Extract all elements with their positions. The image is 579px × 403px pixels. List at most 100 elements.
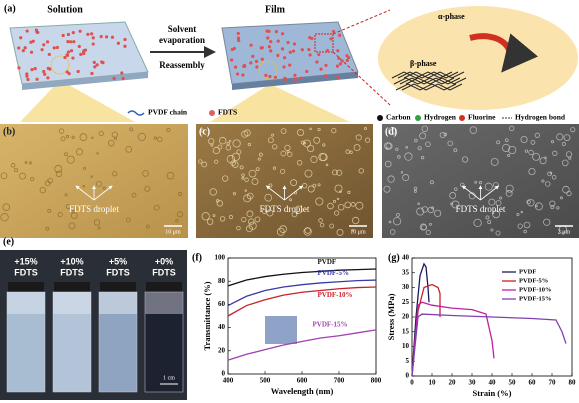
fdts-dot <box>236 31 240 36</box>
droplet <box>490 157 499 166</box>
droplet <box>315 197 324 206</box>
x-tick-label: 80 <box>569 379 577 387</box>
droplet <box>509 125 515 131</box>
vial-cap <box>100 282 136 292</box>
fdts-dot <box>66 40 70 44</box>
droplet <box>178 192 183 196</box>
droplet <box>112 171 118 177</box>
droplet <box>331 127 337 134</box>
fdts-dot <box>276 53 280 58</box>
droplet <box>353 144 361 152</box>
fdts-dot <box>267 45 271 49</box>
x-tick-label: 500 <box>260 377 271 385</box>
droplet <box>312 183 317 188</box>
droplet <box>93 219 101 226</box>
droplet <box>345 149 350 154</box>
droplet <box>507 153 511 157</box>
droplet <box>47 177 54 184</box>
fdts-dot <box>255 65 259 69</box>
fdts-dot <box>319 67 323 71</box>
panel-label: (g) <box>388 252 400 263</box>
droplet <box>404 152 413 161</box>
zoom-circle <box>258 60 278 80</box>
droplet <box>421 206 429 213</box>
droplet <box>266 209 274 217</box>
fdts-dot <box>29 50 34 54</box>
droplet <box>332 169 338 176</box>
droplet <box>310 155 318 163</box>
droplet <box>54 165 63 173</box>
fdts-dot <box>345 54 349 58</box>
fdts-dot <box>291 49 296 53</box>
droplet <box>347 190 351 195</box>
fdts-dot <box>305 69 309 74</box>
droplet <box>225 145 232 151</box>
droplet <box>495 230 501 236</box>
pointer-arrow <box>284 185 304 201</box>
fdts-dot <box>264 73 268 77</box>
fdts-dot <box>241 73 245 77</box>
droplet <box>244 189 247 192</box>
droplet <box>421 224 427 231</box>
droplet <box>386 147 389 150</box>
fdts-dot <box>276 39 280 43</box>
fdts-dot <box>52 46 56 50</box>
droplet <box>279 225 287 233</box>
fdts-dot <box>19 36 23 40</box>
droplet <box>280 150 287 157</box>
fdts-dot <box>324 74 328 78</box>
x-tick-label: 0 <box>410 379 414 387</box>
fdts-dot <box>91 42 95 46</box>
fdts-dot <box>66 50 71 54</box>
fdts-dot <box>242 63 246 68</box>
droplet <box>556 206 560 210</box>
x-tick-label: 20 <box>449 379 457 387</box>
droplet <box>524 149 529 153</box>
y-tick-label: 10 <box>402 342 410 350</box>
droplet <box>417 146 422 151</box>
droplet <box>402 174 410 182</box>
fdts-dot <box>236 36 241 40</box>
y-tick-label: 15 <box>402 327 410 335</box>
droplet <box>383 185 391 193</box>
droplet <box>290 179 298 187</box>
droplet <box>272 144 278 150</box>
droplet <box>318 218 323 223</box>
scale-text: 10 μm <box>350 229 366 235</box>
legend-text: Fluorine <box>468 113 496 122</box>
legend-text: PVDF <box>519 268 536 275</box>
droplet <box>520 135 528 144</box>
droplet <box>336 197 340 201</box>
pointer-arrow <box>265 185 285 201</box>
droplet <box>125 217 131 223</box>
fdts-dot <box>110 35 115 39</box>
vial-label: +10% <box>60 256 83 266</box>
droplet <box>107 139 115 147</box>
droplet <box>417 202 420 206</box>
fdts-dot <box>83 48 88 52</box>
fdts-dot <box>25 72 29 76</box>
vial-liquid-top <box>7 292 45 314</box>
droplet <box>388 220 392 224</box>
vial-label: FDTS <box>14 267 38 277</box>
film-title: Film <box>265 4 286 15</box>
fdts-dot <box>67 72 71 76</box>
droplet <box>212 146 220 155</box>
fdts-dot <box>91 36 95 40</box>
droplet <box>363 127 367 131</box>
droplet <box>216 200 224 207</box>
droplet <box>217 144 223 150</box>
x-tick-label: 700 <box>334 377 345 385</box>
vial-cap <box>54 282 90 292</box>
vial-liquid-top <box>145 292 183 314</box>
droplet <box>304 227 311 234</box>
droplet <box>289 198 292 202</box>
droplet <box>561 141 566 147</box>
droplet <box>214 159 219 164</box>
fdts-dot <box>35 77 39 81</box>
droplet <box>565 151 573 158</box>
droplet <box>294 205 303 214</box>
fdts-dot <box>338 62 342 66</box>
droplet <box>129 127 134 132</box>
droplet <box>414 138 418 143</box>
